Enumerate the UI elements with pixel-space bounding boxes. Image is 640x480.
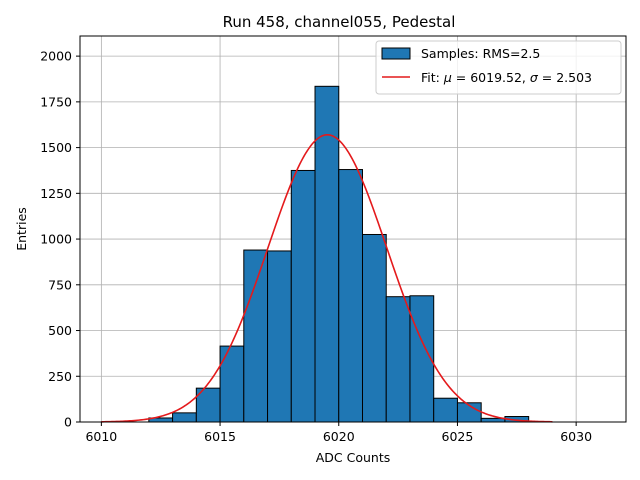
histogram-bar — [385, 296, 411, 423]
histogram-bar — [243, 249, 269, 423]
y-axis-label: Entries — [14, 207, 29, 251]
fit-curve-layer — [101, 133, 553, 423]
chart-title: Run 458, channel055, Pedestal — [223, 13, 456, 31]
x-axis-ticks: 6010 6015 6020 6025 6030 — [85, 422, 592, 444]
y-tick-label: 0 — [64, 415, 72, 430]
histogram-bars — [100, 85, 530, 423]
x-tick-label: 6010 — [85, 429, 117, 444]
y-axis-ticks: 0 250 500 750 1000 1250 1500 1750 2000 — [40, 49, 80, 430]
x-axis-label: ADC Counts — [316, 450, 391, 465]
histogram-bar — [480, 417, 506, 423]
plot-frame — [79, 35, 627, 423]
y-tick-label: 1000 — [40, 232, 72, 247]
histogram-bar — [361, 233, 387, 423]
histogram-bar — [433, 397, 458, 423]
y-tick-label: 500 — [48, 323, 72, 338]
histogram-bar — [290, 169, 316, 423]
x-tick-label: 6020 — [323, 429, 355, 444]
histogram-bar — [172, 412, 197, 423]
legend-histogram-label: Samples: RMS=2.5 — [421, 46, 540, 61]
y-tick-label: 1750 — [40, 94, 72, 109]
legend: Samples: RMS=2.5 Fit: μ = 6019.52, σ = 2… — [375, 40, 622, 95]
x-tick-label: 6025 — [442, 429, 474, 444]
y-tick-label: 1250 — [40, 186, 72, 201]
x-tick-label: 6015 — [204, 429, 236, 444]
y-tick-label: 1500 — [40, 140, 72, 155]
histogram-bar — [219, 345, 245, 423]
y-tick-label: 250 — [48, 369, 72, 384]
histogram-bar — [338, 169, 363, 423]
y-tick-label: 750 — [48, 277, 72, 292]
legend-histogram-swatch — [381, 47, 411, 60]
x-tick-label: 6030 — [560, 429, 592, 444]
gaussian-fit-curve — [101, 133, 553, 423]
legend-box — [375, 40, 622, 95]
y-tick-label: 2000 — [40, 49, 72, 64]
legend-fit-label: Fit: μ = 6019.52, σ = 2.503 — [421, 70, 592, 85]
histogram-bar — [267, 250, 292, 423]
